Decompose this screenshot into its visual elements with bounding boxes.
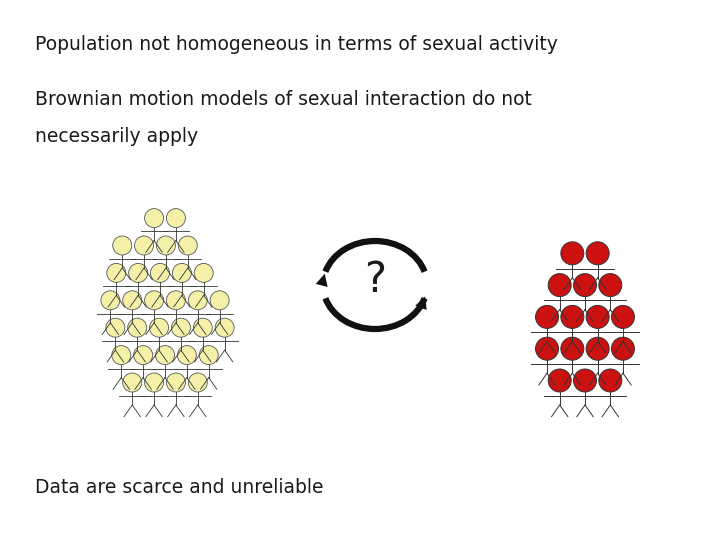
Circle shape xyxy=(193,318,212,337)
Circle shape xyxy=(177,346,197,365)
Circle shape xyxy=(586,337,609,360)
Circle shape xyxy=(574,274,596,296)
Circle shape xyxy=(548,274,571,296)
Text: ?: ? xyxy=(364,259,386,301)
Circle shape xyxy=(194,264,213,282)
Circle shape xyxy=(150,318,168,337)
Circle shape xyxy=(210,291,229,310)
Circle shape xyxy=(171,318,190,337)
Circle shape xyxy=(145,373,163,392)
Circle shape xyxy=(156,346,174,365)
Circle shape xyxy=(536,337,559,360)
Circle shape xyxy=(106,318,125,337)
Circle shape xyxy=(586,306,609,328)
Circle shape xyxy=(548,369,571,392)
Circle shape xyxy=(134,346,153,365)
Circle shape xyxy=(150,264,169,282)
Circle shape xyxy=(611,337,634,360)
Circle shape xyxy=(122,291,142,310)
Circle shape xyxy=(145,208,163,227)
Text: Data are scarce and unreliable: Data are scarce and unreliable xyxy=(35,478,323,497)
Circle shape xyxy=(574,369,596,392)
Circle shape xyxy=(599,369,622,392)
Circle shape xyxy=(586,242,609,265)
Circle shape xyxy=(179,236,197,255)
Circle shape xyxy=(199,346,218,365)
Circle shape xyxy=(561,306,584,328)
Circle shape xyxy=(215,318,234,337)
Circle shape xyxy=(611,306,634,328)
Circle shape xyxy=(166,373,186,392)
Text: Population not homogeneous in terms of sexual activity: Population not homogeneous in terms of s… xyxy=(35,35,558,54)
Circle shape xyxy=(188,291,207,310)
Circle shape xyxy=(166,208,186,227)
Circle shape xyxy=(156,236,176,255)
Circle shape xyxy=(113,236,132,255)
Circle shape xyxy=(127,318,147,337)
Circle shape xyxy=(172,264,192,282)
Circle shape xyxy=(129,264,148,282)
Circle shape xyxy=(145,291,163,310)
Circle shape xyxy=(536,306,559,328)
Circle shape xyxy=(188,373,207,392)
Circle shape xyxy=(135,236,153,255)
Circle shape xyxy=(112,346,131,365)
Circle shape xyxy=(107,264,126,282)
Circle shape xyxy=(101,291,120,310)
Circle shape xyxy=(122,373,142,392)
Circle shape xyxy=(561,337,584,360)
Circle shape xyxy=(599,274,622,296)
Circle shape xyxy=(166,291,186,310)
Circle shape xyxy=(561,242,584,265)
Text: necessarily apply: necessarily apply xyxy=(35,127,198,146)
Text: Brownian motion models of sexual interaction do not: Brownian motion models of sexual interac… xyxy=(35,90,532,109)
